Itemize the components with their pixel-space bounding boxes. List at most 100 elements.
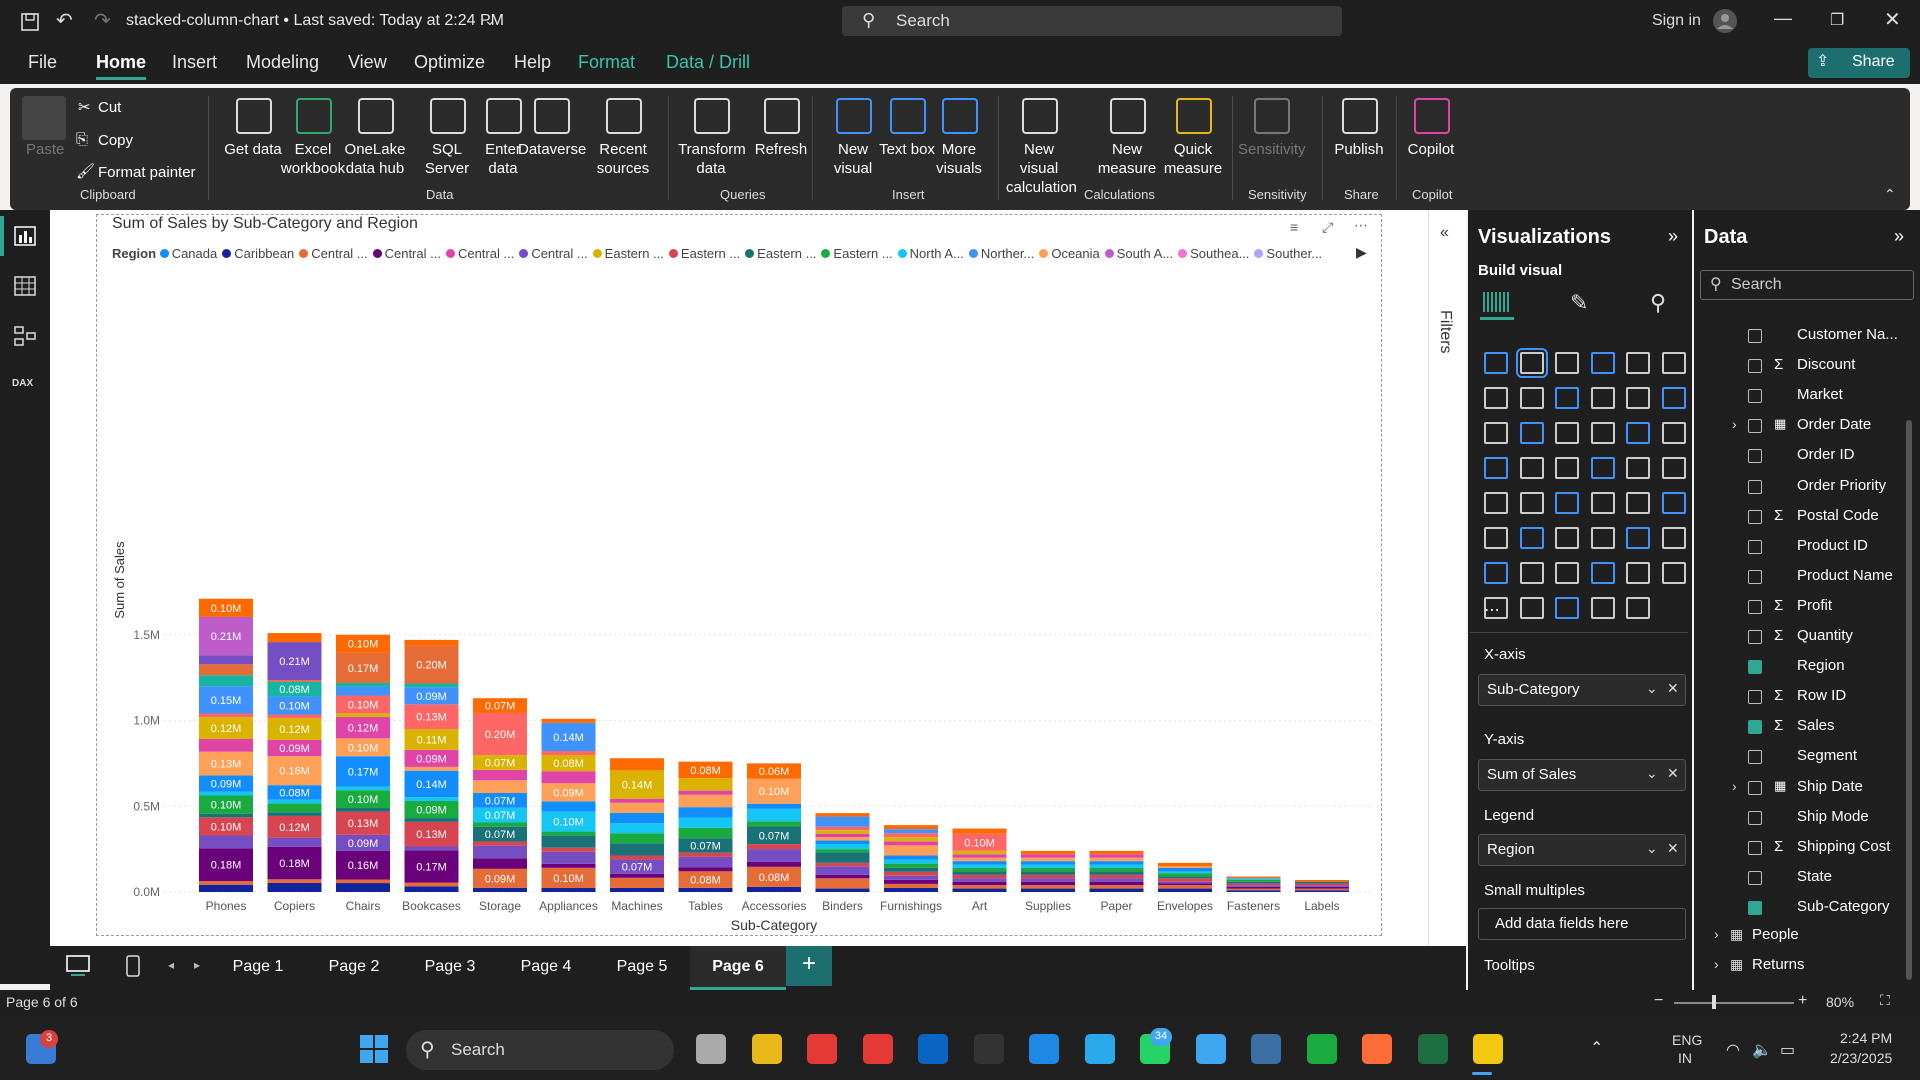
- menu-home[interactable]: Home: [96, 52, 147, 80]
- bar-segment[interactable]: [541, 722, 596, 752]
- bar-segment[interactable]: [815, 878, 870, 889]
- bar-segment[interactable]: [541, 783, 596, 802]
- task-view-icon[interactable]: [696, 1034, 726, 1064]
- table-item[interactable]: People: [1752, 926, 1799, 943]
- remove-field-icon[interactable]: ✕: [1667, 840, 1679, 856]
- bar-segment[interactable]: [678, 871, 733, 888]
- sql-server-button[interactable]: SQL Server: [424, 141, 470, 177]
- bar-segment[interactable]: [336, 786, 390, 791]
- bar-segment[interactable]: [678, 790, 733, 795]
- bar-segment[interactable]: [678, 852, 733, 857]
- visual-type-icon[interactable]: [1626, 387, 1650, 409]
- chevron-down-icon[interactable]: ⌄: [484, 12, 496, 28]
- bar-segment[interactable]: [1021, 857, 1075, 862]
- field-item[interactable]: Sales: [1797, 717, 1835, 735]
- bar-segment[interactable]: [952, 878, 1007, 882]
- visual-type-icon[interactable]: [1519, 492, 1544, 514]
- bar-segment[interactable]: [747, 861, 801, 867]
- visual-type-icon[interactable]: [1555, 492, 1579, 514]
- bar-segment[interactable]: [1158, 888, 1212, 892]
- visual-type-icon[interactable]: [1555, 527, 1579, 549]
- visual-type-icon[interactable]: [1626, 422, 1650, 444]
- menu-modeling[interactable]: Modeling: [246, 52, 320, 72]
- bar-segment[interactable]: [1021, 850, 1075, 855]
- bar-segment[interactable]: [815, 837, 870, 841]
- field-checkbox[interactable]: [1748, 449, 1762, 464]
- bar-segment[interactable]: [952, 854, 1007, 858]
- bar-segment[interactable]: [1158, 883, 1212, 886]
- bar-segment[interactable]: [1158, 866, 1212, 868]
- postman-icon[interactable]: [1362, 1034, 1392, 1064]
- bar-segment[interactable]: [1226, 881, 1281, 884]
- visual-type-icon[interactable]: [1555, 387, 1579, 409]
- prev-page-icon[interactable]: ◂: [168, 958, 175, 972]
- bar-segment[interactable]: [199, 817, 253, 836]
- bar-segment[interactable]: [1021, 874, 1075, 879]
- bar-segment[interactable]: [1021, 888, 1075, 892]
- menu-format[interactable]: Format: [578, 52, 636, 72]
- bar-segment[interactable]: [267, 681, 322, 697]
- bar-segment[interactable]: [1226, 876, 1281, 879]
- bar-segment[interactable]: [1295, 883, 1349, 886]
- bar-segment[interactable]: [1089, 871, 1144, 875]
- bar-segment[interactable]: [815, 852, 870, 863]
- bar-segment[interactable]: [336, 713, 390, 717]
- desktop-layout-icon[interactable]: [66, 955, 90, 977]
- table-item[interactable]: Returns: [1752, 956, 1805, 973]
- bar-segment[interactable]: [541, 771, 596, 784]
- telegram-icon[interactable]: [1084, 1034, 1115, 1064]
- bar-segment[interactable]: [404, 687, 459, 705]
- bar-segment[interactable]: [884, 879, 938, 884]
- bar-segment[interactable]: [678, 887, 733, 892]
- visual-type-icon[interactable]: [1555, 562, 1579, 584]
- bar-segment[interactable]: [404, 821, 459, 847]
- build-visual-tab[interactable]: [1480, 286, 1514, 320]
- bar-segment[interactable]: [1226, 890, 1281, 892]
- visual-type-icon[interactable]: [1484, 457, 1508, 479]
- field-item[interactable]: Market: [1797, 386, 1843, 404]
- bar-segment[interactable]: [473, 807, 527, 823]
- bar-segment[interactable]: [199, 881, 253, 885]
- filter-icon[interactable]: ≡: [1290, 219, 1299, 235]
- collapse-viz-icon[interactable]: »: [1668, 226, 1679, 246]
- bar-segment[interactable]: [952, 888, 1007, 892]
- visual-type-icon[interactable]: [1661, 422, 1686, 444]
- more-visuals-icon[interactable]: ⋯: [1484, 602, 1500, 619]
- bar-segment[interactable]: [1295, 886, 1349, 889]
- bar-segment[interactable]: [404, 683, 459, 688]
- bar-segment[interactable]: [541, 755, 596, 772]
- menu-help[interactable]: Help: [514, 52, 552, 72]
- visual-type-icon[interactable]: [1590, 527, 1615, 549]
- field-item[interactable]: Row ID: [1797, 687, 1847, 705]
- bar-segment[interactable]: [952, 861, 1007, 865]
- bar-segment[interactable]: [815, 866, 870, 875]
- bar-segment[interactable]: [336, 883, 390, 892]
- bar-segment[interactable]: [1295, 888, 1349, 891]
- filters-label[interactable]: Filters: [1437, 310, 1454, 354]
- bar-segment[interactable]: [336, 834, 390, 851]
- visual-type-icon[interactable]: [1555, 352, 1579, 374]
- bar-segment[interactable]: [336, 738, 390, 757]
- bar-segment[interactable]: [815, 840, 870, 844]
- bar-segment[interactable]: [541, 801, 596, 812]
- collapse-filters-icon[interactable]: «: [1440, 224, 1449, 241]
- bar-segment[interactable]: [336, 682, 390, 687]
- expand-icon[interactable]: ›: [1732, 416, 1737, 433]
- bar-segment[interactable]: [1295, 885, 1349, 887]
- new-measure-button[interactable]: New measure: [1097, 141, 1157, 177]
- excel-icon[interactable]: [1417, 1034, 1448, 1064]
- field-checkbox[interactable]: [1748, 419, 1762, 434]
- field-item[interactable]: Segment: [1797, 747, 1858, 765]
- bar-segment[interactable]: [884, 825, 938, 830]
- visual-type-icon[interactable]: [1626, 457, 1650, 479]
- field-item[interactable]: Quantity: [1797, 627, 1853, 644]
- bar-segment[interactable]: [747, 803, 801, 809]
- app-icon[interactable]: [1306, 1034, 1337, 1064]
- visual-type-icon[interactable]: [1519, 562, 1544, 584]
- legend-item[interactable]: Canada: [159, 246, 217, 261]
- bar-segment[interactable]: [199, 686, 253, 714]
- bar-segment[interactable]: [952, 885, 1007, 889]
- bar-segment[interactable]: [267, 785, 322, 800]
- bar-segment[interactable]: [267, 633, 322, 643]
- field-checkbox[interactable]: [1748, 329, 1762, 343]
